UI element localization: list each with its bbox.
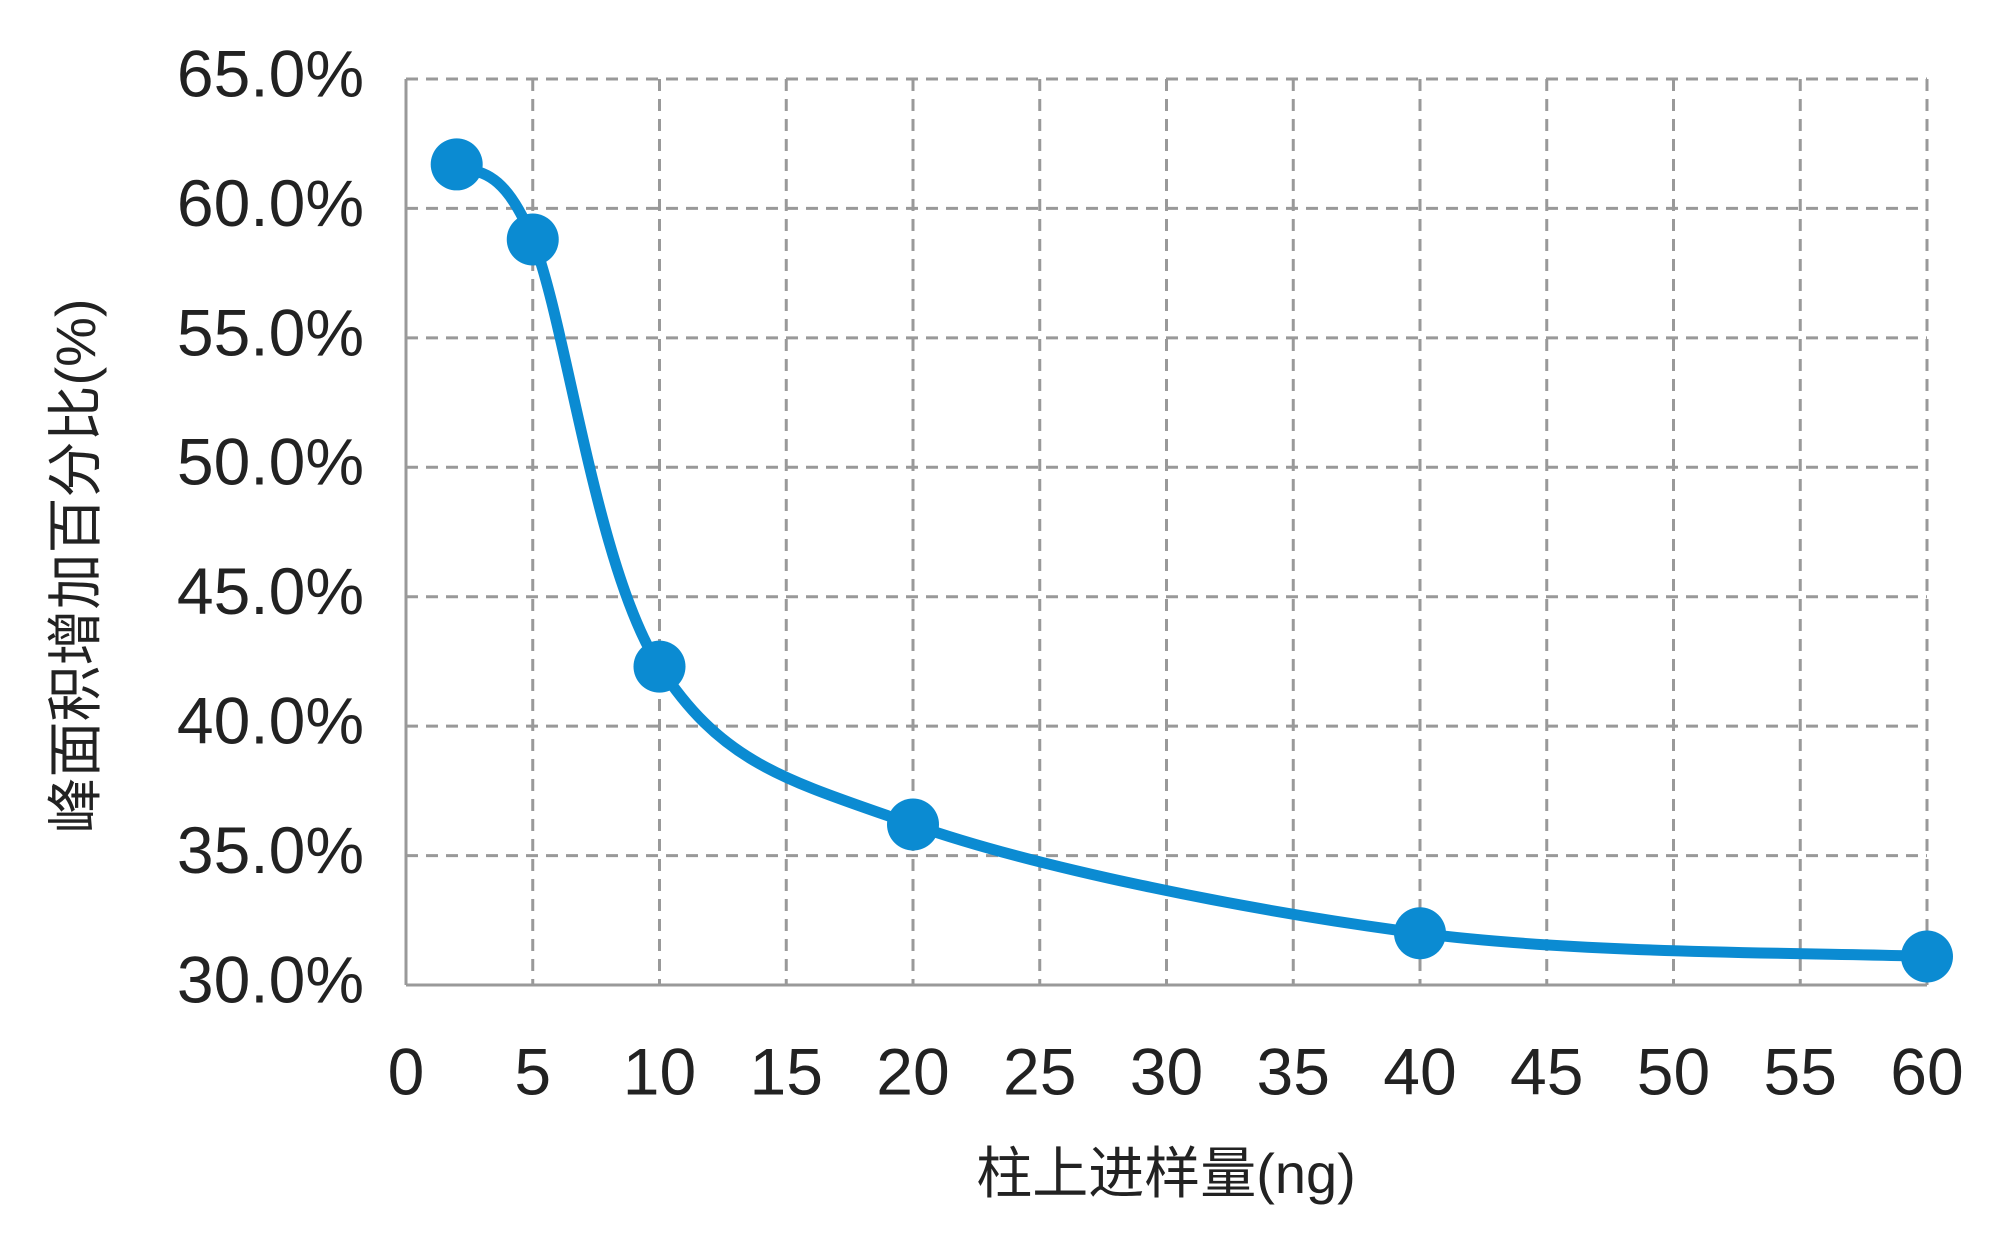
y-tick-label: 60.0% <box>177 166 364 240</box>
x-tick-label: 35 <box>1257 1034 1330 1108</box>
y-tick-label: 55.0% <box>177 295 364 369</box>
x-tick-label: 25 <box>1003 1034 1076 1108</box>
x-axis-title: 柱上进样量(ng) <box>976 1142 1356 1205</box>
y-tick-label: 65.0% <box>177 36 364 110</box>
y-tick-label: 45.0% <box>177 554 364 628</box>
x-tick-label: 20 <box>876 1034 949 1108</box>
x-tick-label: 30 <box>1130 1034 1203 1108</box>
x-tick-label: 50 <box>1637 1034 1710 1108</box>
y-tick-label: 50.0% <box>177 425 364 499</box>
y-tick-label: 40.0% <box>177 684 364 758</box>
data-point <box>506 213 559 266</box>
y-tick-label: 35.0% <box>177 813 364 887</box>
data-point <box>1394 907 1446 960</box>
data-point <box>887 798 939 851</box>
x-tick-label: 0 <box>388 1034 425 1108</box>
data-point <box>1901 930 1953 983</box>
x-tick-label: 55 <box>1764 1034 1837 1108</box>
y-axis-title: 峰面积增加百分比(%) <box>44 298 107 833</box>
y-tick-label: 30.0% <box>177 942 364 1016</box>
x-tick-label: 15 <box>750 1034 823 1108</box>
series-line <box>452 160 1928 963</box>
x-tick-label: 5 <box>514 1034 551 1108</box>
x-tick-label: 40 <box>1383 1034 1456 1108</box>
x-tick-label: 45 <box>1510 1034 1583 1108</box>
x-tick-label: 60 <box>1890 1034 1963 1108</box>
data-point <box>430 138 483 191</box>
data-point <box>633 640 686 693</box>
x-tick-label: 10 <box>623 1034 696 1108</box>
